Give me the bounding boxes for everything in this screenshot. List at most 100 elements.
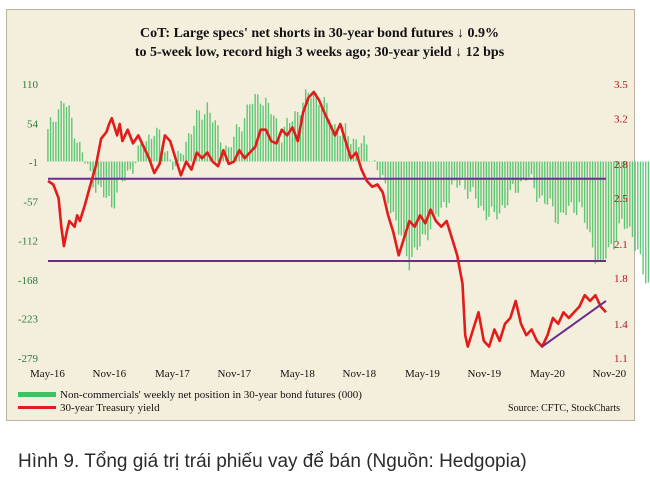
legend-item-bars: Non-commercials' weekly net position in … xyxy=(18,388,362,401)
bar xyxy=(241,131,243,162)
bar xyxy=(575,161,578,216)
bar xyxy=(65,107,68,162)
bar xyxy=(379,161,381,178)
left-tick-label: -223 xyxy=(18,314,39,326)
bar xyxy=(448,161,450,203)
bar xyxy=(459,161,461,186)
bar xyxy=(488,161,490,217)
bar xyxy=(629,161,631,227)
left-tick-label: -168 xyxy=(18,275,39,287)
bar xyxy=(289,122,291,162)
bar xyxy=(275,118,278,162)
bar xyxy=(493,161,495,213)
bar xyxy=(201,119,203,162)
right-tick-label: 3.5 xyxy=(614,79,628,91)
bar xyxy=(47,129,49,162)
bar xyxy=(586,161,588,230)
bar xyxy=(397,161,400,235)
bar xyxy=(312,90,315,162)
bar xyxy=(607,161,610,248)
bar xyxy=(134,161,137,164)
bar xyxy=(116,161,118,193)
right-tick-label: 1.1 xyxy=(614,353,628,365)
bar xyxy=(118,161,121,180)
bar xyxy=(68,105,70,162)
bar xyxy=(469,161,472,192)
bar xyxy=(188,133,190,162)
bar xyxy=(60,100,62,162)
bar xyxy=(206,102,209,162)
bar xyxy=(196,109,198,162)
bar xyxy=(549,161,551,199)
bar xyxy=(217,125,219,162)
left-tick-label: -57 xyxy=(23,197,38,209)
bar xyxy=(262,105,264,162)
title-line-2: to 5-week low, record high 3 weeks ago; … xyxy=(134,45,505,60)
bar xyxy=(95,161,97,193)
bar xyxy=(209,112,211,162)
figure-caption: Hình 9. Tổng giá trị trái phiếu vay để b… xyxy=(18,451,527,472)
bar xyxy=(437,161,440,217)
bar xyxy=(456,161,458,188)
bar xyxy=(472,161,474,187)
bar xyxy=(254,94,256,162)
bar xyxy=(413,161,416,248)
bar xyxy=(552,161,554,207)
left-tick-label: 54 xyxy=(27,118,39,130)
bar xyxy=(525,161,527,181)
bar xyxy=(156,127,158,162)
bar xyxy=(121,161,123,182)
bar xyxy=(233,136,235,162)
bar xyxy=(389,161,392,214)
bar xyxy=(440,161,442,208)
legend-label-yield: 30-year Treasury yield xyxy=(60,401,160,414)
bar xyxy=(360,143,363,162)
bar xyxy=(222,151,224,162)
x-tick-label: Nov-18 xyxy=(343,368,377,380)
bar xyxy=(597,161,599,263)
bar xyxy=(180,153,182,162)
bar xyxy=(71,117,73,162)
bar xyxy=(76,142,78,162)
bar xyxy=(554,161,557,223)
chart-frame xyxy=(6,9,635,421)
bar xyxy=(546,161,549,205)
bar xyxy=(602,161,604,260)
bar xyxy=(174,161,177,167)
x-tick-label: May-18 xyxy=(280,368,315,380)
bar xyxy=(605,161,607,259)
bar xyxy=(522,161,525,180)
bar xyxy=(193,125,195,162)
right-tick-label: 1.4 xyxy=(614,319,628,331)
bar xyxy=(339,135,341,162)
bar xyxy=(63,103,65,162)
bar xyxy=(281,142,283,162)
bar xyxy=(97,161,100,185)
bar xyxy=(307,92,309,162)
bar xyxy=(639,161,642,255)
bar xyxy=(79,141,81,162)
bar xyxy=(591,161,594,248)
bar xyxy=(84,161,86,164)
bar xyxy=(257,94,259,162)
left-tick-label: 110 xyxy=(22,79,39,91)
bar xyxy=(589,161,591,233)
bar xyxy=(568,161,570,206)
bar xyxy=(124,161,126,182)
bar xyxy=(113,161,116,209)
bar xyxy=(427,161,429,241)
x-tick-label: May-20 xyxy=(530,368,565,380)
bar xyxy=(235,124,238,162)
bar xyxy=(565,161,567,216)
bar xyxy=(384,161,387,184)
bar xyxy=(352,138,355,162)
bar xyxy=(249,104,251,162)
bar xyxy=(291,121,294,162)
bar xyxy=(302,102,304,162)
bar xyxy=(504,161,506,208)
bar xyxy=(594,161,596,264)
bar xyxy=(169,159,171,162)
bar xyxy=(445,161,448,208)
bar xyxy=(477,161,480,209)
x-tick-label: Nov-17 xyxy=(218,368,252,380)
